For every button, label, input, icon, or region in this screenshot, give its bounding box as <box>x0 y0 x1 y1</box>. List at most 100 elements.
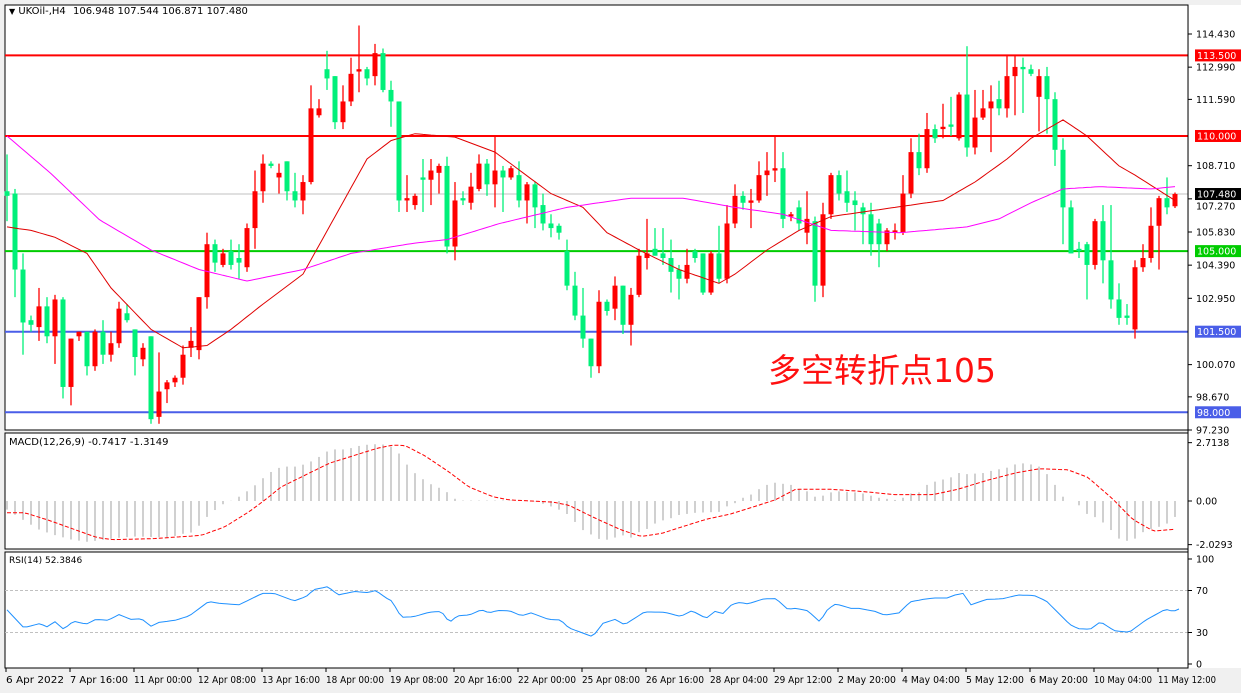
candle-body <box>500 170 506 178</box>
candle-body <box>604 301 610 311</box>
candle-body <box>524 184 530 201</box>
price-tick-label: 100.070 <box>1196 360 1235 371</box>
candle-body <box>484 163 490 185</box>
candle-body <box>588 338 594 367</box>
level-badge-label: 110.000 <box>1197 131 1236 142</box>
candle <box>660 228 666 265</box>
candle-body <box>804 218 810 233</box>
candle <box>124 304 130 323</box>
candle-body <box>532 184 538 208</box>
candle-body <box>572 285 578 316</box>
level-badge <box>1195 129 1241 142</box>
candle-body <box>724 223 730 279</box>
candle-body <box>852 200 858 206</box>
candle <box>764 152 770 196</box>
candle <box>36 287 42 341</box>
time-tick-label: 12 Apr 08:00 <box>198 675 256 686</box>
candle-body <box>340 101 346 123</box>
candle-body <box>756 175 762 201</box>
time-tick-label: 6 Apr 2022 <box>6 675 64 686</box>
candle <box>1004 55 1010 118</box>
candle-body <box>172 377 178 383</box>
candle <box>748 188 754 229</box>
candle-body <box>796 207 802 224</box>
candle-body <box>188 340 194 348</box>
candle-body <box>1164 198 1170 208</box>
candle <box>260 154 266 203</box>
candle-body <box>148 336 154 420</box>
candle <box>780 152 786 229</box>
candle <box>12 188 18 298</box>
candle-body <box>276 172 282 178</box>
candle-body <box>1084 244 1090 265</box>
current-price-label: 107.480 <box>1197 190 1236 201</box>
candle-body <box>740 195 746 203</box>
time-tick-label: 2 May 20:00 <box>838 675 896 686</box>
level-badge <box>1195 49 1241 62</box>
candle-body <box>652 248 658 256</box>
candle <box>492 135 498 208</box>
candle-body <box>300 182 306 201</box>
candle <box>852 191 858 231</box>
candle-body <box>980 108 986 118</box>
candle <box>180 345 186 385</box>
candle <box>724 205 730 284</box>
candle-body <box>716 253 722 279</box>
candle-body <box>76 331 82 337</box>
candle <box>348 57 354 107</box>
candle <box>596 290 602 374</box>
candle-body <box>620 285 626 325</box>
annotation-text: 多空转折点105 <box>768 351 996 390</box>
candle <box>532 182 538 229</box>
candle <box>140 343 146 367</box>
candle <box>620 285 626 334</box>
candle-body <box>988 101 994 109</box>
candle <box>468 172 474 210</box>
candle-body <box>828 175 834 215</box>
candle-body <box>428 170 434 180</box>
candle <box>420 159 426 212</box>
candle-body <box>380 53 386 90</box>
candle <box>964 46 970 157</box>
triangle-down-icon[interactable]: ▼ <box>9 7 16 16</box>
candle-body <box>876 223 882 245</box>
candle <box>1060 138 1066 245</box>
candle-body <box>948 124 954 127</box>
rsi-tick-label: 70 <box>1196 586 1208 597</box>
candle <box>1028 64 1034 77</box>
candle-body <box>4 191 10 196</box>
price-tick-label: 97.230 <box>1196 426 1229 437</box>
candle <box>860 202 866 245</box>
candle <box>828 172 834 219</box>
candle-body <box>1092 221 1098 265</box>
candle <box>628 287 634 346</box>
candle <box>244 223 250 272</box>
candle-body <box>612 285 618 309</box>
candle <box>636 248 642 298</box>
candle-body <box>844 191 850 203</box>
candle-body <box>908 152 914 194</box>
candle-body <box>732 195 738 224</box>
time-tick-label: 11 May 12:00 <box>1158 675 1216 686</box>
candle-body <box>460 198 466 201</box>
candle-body <box>468 186 474 203</box>
candle <box>500 165 506 212</box>
candle <box>188 327 194 358</box>
candle <box>28 315 34 332</box>
candle <box>1044 66 1050 134</box>
candle-body <box>836 175 842 194</box>
candle-body <box>860 207 866 215</box>
ohlc-readout: 106.948 107.544 106.871 107.480 <box>72 6 248 17</box>
macd-title: MACD(12,26,9) <box>9 437 85 448</box>
candle <box>92 329 98 371</box>
time-tick-label: 20 Apr 16:00 <box>454 675 512 686</box>
candle <box>1076 241 1082 259</box>
candle-body <box>204 244 210 298</box>
candle <box>484 159 490 196</box>
candle <box>508 165 514 180</box>
candle-body <box>84 331 90 367</box>
time-tick-label: 18 Apr 00:00 <box>326 675 384 686</box>
candle-body <box>636 255 642 295</box>
candle <box>252 170 258 249</box>
